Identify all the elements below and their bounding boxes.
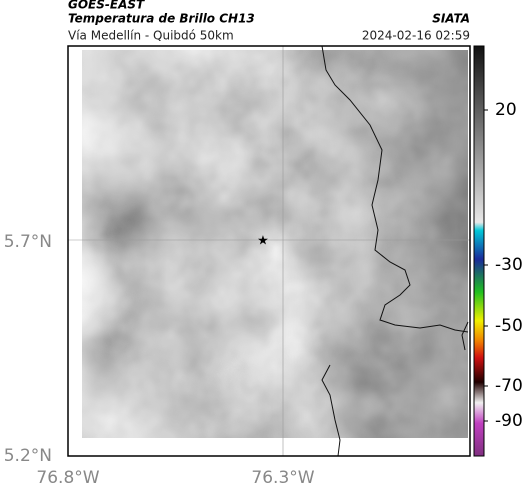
region: Vía Medellín - Quibdó 50km	[68, 29, 234, 43]
border	[321, 45, 469, 333]
satellite: GOES-EAST	[68, 0, 145, 12]
colorbar-scale	[473, 45, 485, 457]
lat-label: 5.7°N	[4, 232, 52, 252]
shading	[82, 50, 468, 438]
map-frame	[67, 45, 471, 457]
colorbar-label: -70	[495, 376, 523, 396]
border	[321, 364, 341, 457]
product: Temperatura de Brillo CH13	[68, 12, 255, 26]
colorbar-label: -90	[495, 411, 523, 431]
colorbar-label: -50	[495, 316, 523, 336]
border	[461, 321, 469, 351]
satellite-image	[82, 50, 468, 438]
colorbar-label: -30	[495, 255, 523, 275]
lon-label: 76.3°W	[251, 468, 314, 488]
location-marker: ★	[257, 234, 269, 249]
lon-label: 76.8°W	[36, 468, 99, 488]
lat-label: 5.2°N	[4, 446, 52, 466]
colorbar-label: 20	[495, 100, 517, 120]
agency: SIATA	[432, 12, 470, 26]
timestamp: 2024-02-16 02:59	[362, 29, 470, 43]
colorbar: 20 -30 -50 -70 -90	[473, 45, 523, 457]
